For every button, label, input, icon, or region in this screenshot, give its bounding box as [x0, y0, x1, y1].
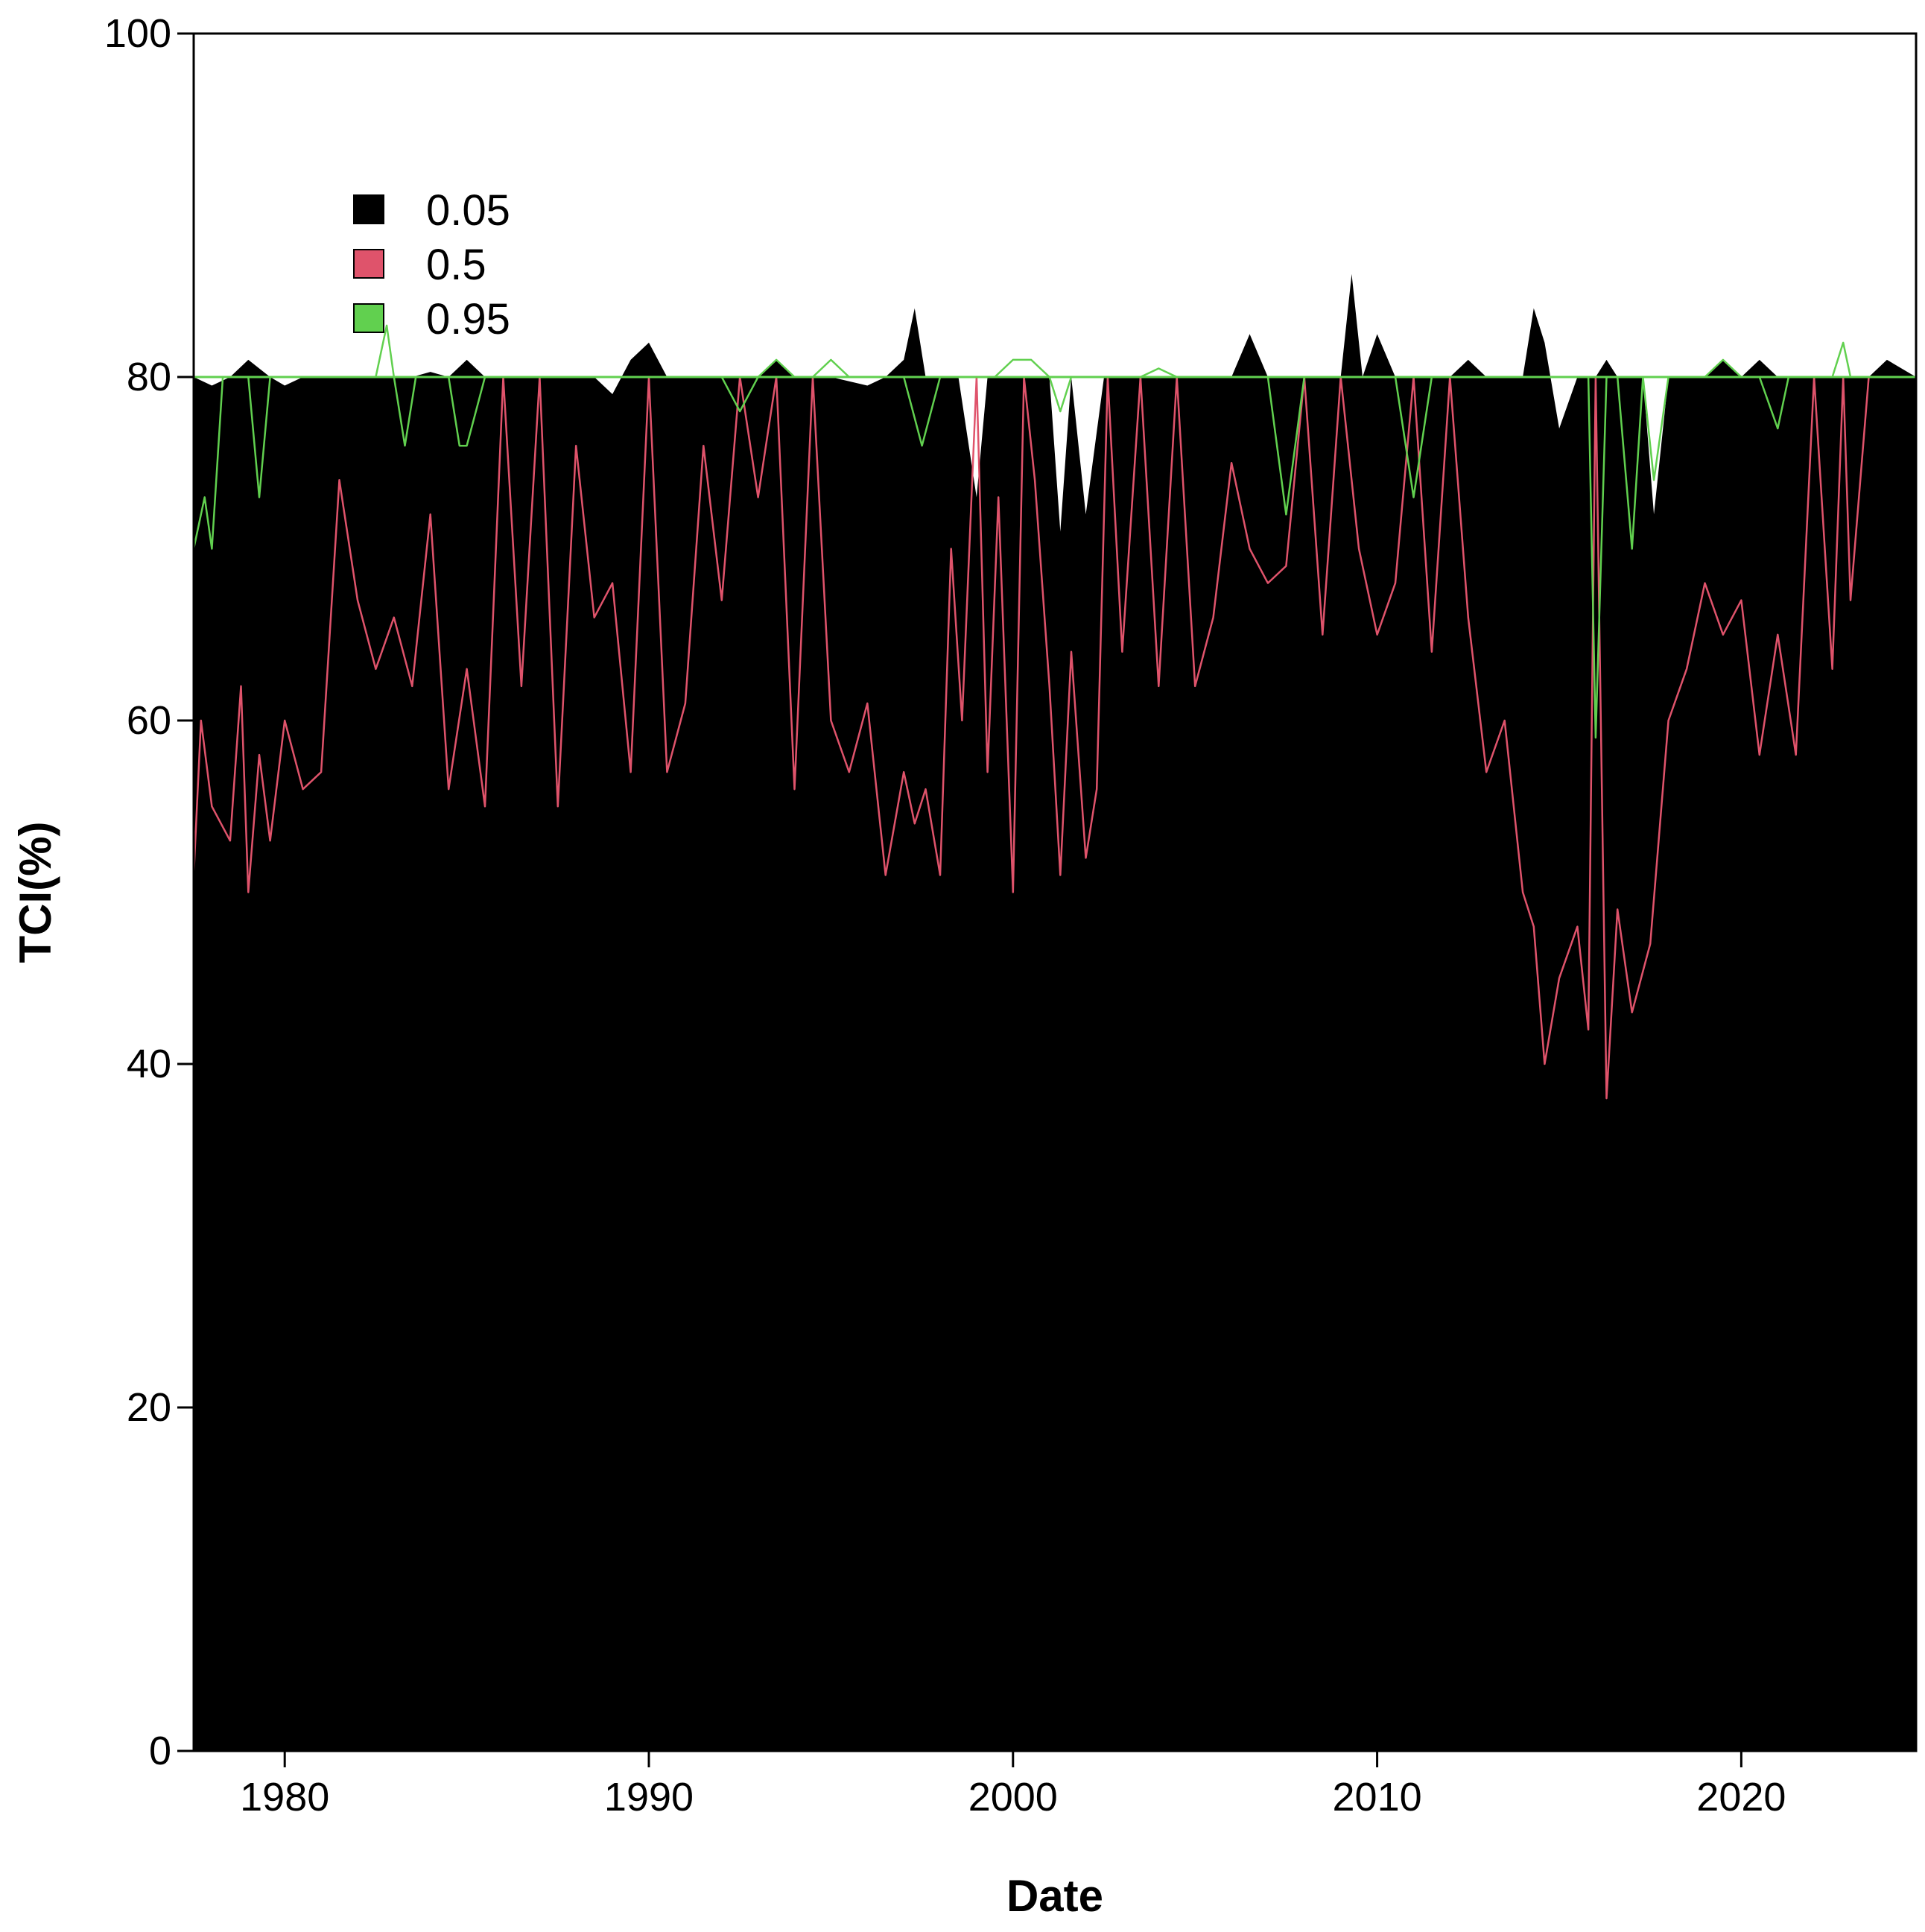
x-tick-label: 2010 [1333, 1775, 1422, 1819]
x-tick-label: 2000 [968, 1775, 1058, 1819]
x-tick-label: 1980 [240, 1775, 329, 1819]
legend: 0.05 0.5 0.95 [353, 186, 510, 343]
y-tick-label: 40 [127, 1042, 171, 1086]
x-axis-title: Date [1006, 1871, 1103, 1921]
series-0.5-line [192, 376, 1916, 1100]
y-tick-label: 80 [127, 355, 171, 399]
x-tick-label: 2020 [1696, 1775, 1786, 1819]
plot-area [192, 273, 1916, 1752]
y-axis-title: TCI(%) [10, 822, 60, 963]
legend-label: 0.95 [426, 295, 510, 343]
y-tick-label: 100 [104, 11, 171, 56]
legend-swatch [353, 303, 384, 333]
legend-label: 0.5 [426, 241, 486, 289]
y-tick-label: 60 [127, 698, 171, 743]
y-tick-label: 0 [149, 1729, 171, 1773]
series-0.05-area [194, 273, 1916, 1752]
axes: 0 20 40 60 80 100 1980 1990 2000 2010 2020 [104, 11, 1918, 1819]
plot-frame [192, 32, 1918, 1752]
y-tick-label: 20 [127, 1385, 171, 1430]
legend-swatch [353, 194, 384, 224]
legend-label: 0.05 [426, 186, 510, 235]
x-tick-label: 1990 [604, 1775, 694, 1819]
legend-swatch [353, 249, 384, 279]
